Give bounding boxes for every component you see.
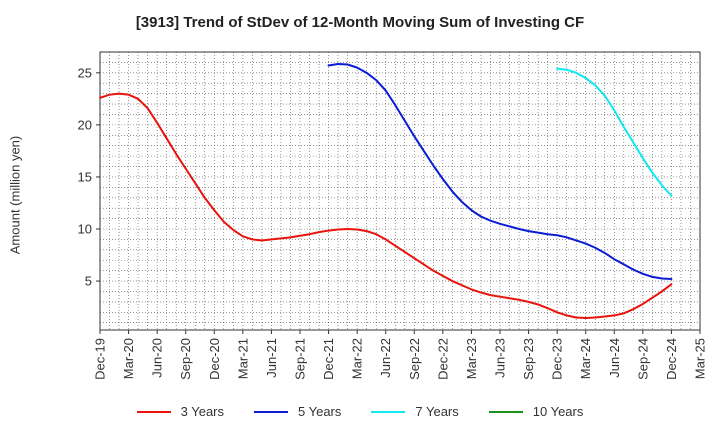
x-tick-label: Sep-21 — [293, 338, 308, 380]
series-line-5-years — [327, 62, 673, 280]
plot-frame — [99, 51, 701, 331]
x-tick-label: Jun-21 — [264, 338, 279, 378]
x-tick-label: Mar-23 — [464, 338, 479, 379]
x-tick-label: Sep-22 — [407, 338, 422, 380]
x-tick-label: Dec-22 — [435, 338, 450, 380]
x-tick-label: Sep-23 — [521, 338, 536, 380]
x-tick-label: Dec-24 — [664, 338, 679, 380]
x-tick-label: Jun-20 — [150, 338, 165, 378]
legend-label-5-years: 5 Years — [298, 404, 342, 419]
x-tick-label: Mar-21 — [235, 338, 250, 379]
legend-swatch-10-years — [488, 410, 523, 413]
x-tick-label: Mar-25 — [693, 338, 708, 379]
x-tick-label: Jun-23 — [493, 338, 508, 378]
x-tick-label: Mar-20 — [121, 338, 136, 379]
x-tick-label: Sep-24 — [635, 338, 650, 380]
x-tick-label: Mar-22 — [350, 338, 365, 379]
x-tick-label: Jun-24 — [607, 338, 622, 378]
y-tick-label: 20 — [78, 117, 92, 132]
legend-item-7-years: 7 Years — [371, 404, 459, 419]
x-tick-label: Sep-20 — [178, 338, 193, 380]
y-tick-label: 15 — [78, 169, 92, 184]
legend-item-10-years: 10 Years — [488, 404, 584, 419]
legend-item-5-years: 5 Years — [254, 404, 341, 419]
legend-label-10-years: 10 Years — [532, 404, 584, 419]
chart-plot: 5 10 15 20 25 Dec-19 Mar-20 Jun-20 Sep-20 Dec-20 M… — [78, 51, 708, 380]
x-tick-label: Dec-21 — [321, 338, 336, 380]
y-tick-label: 5 — [85, 274, 92, 289]
x-tick-label: Jun-22 — [378, 338, 393, 378]
chart-title: [3913] Trend of StDev of 12-Month Moving… — [135, 14, 585, 31]
legend: 3 Years 5 Years 7 Years 10 Years — [0, 404, 720, 419]
legend-item-3-years: 3 Years — [136, 404, 224, 419]
legend-swatch-7-years — [371, 410, 406, 413]
series-line-3-years — [99, 92, 673, 320]
legend-label-3-years: 3 Years — [180, 404, 224, 419]
legend-swatch-3-years — [136, 410, 171, 413]
legend-label-7-years: 7 Years — [415, 404, 459, 419]
x-tick-label: Dec-19 — [93, 338, 108, 380]
x-tick-label: Dec-20 — [207, 338, 222, 380]
x-tick-label: Mar-24 — [578, 338, 593, 379]
series-line-7-years — [556, 67, 673, 197]
legend-swatch-5-years — [254, 410, 288, 413]
y-tick-label: 25 — [78, 65, 92, 80]
x-tick-label: Dec-23 — [550, 338, 565, 380]
y-tick-label: 10 — [78, 222, 92, 237]
